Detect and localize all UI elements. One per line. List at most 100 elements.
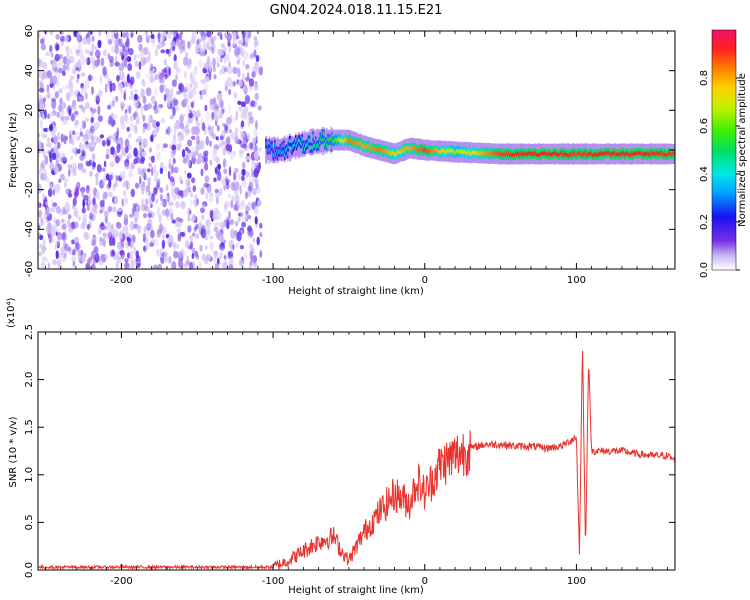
signal-core-cell [327, 138, 330, 143]
noise-cell [150, 95, 156, 104]
noise-cell [224, 86, 228, 92]
noise-cell [237, 67, 241, 78]
noise-cell [208, 197, 214, 203]
noise-cell [99, 199, 104, 208]
signal-core-cell [371, 145, 374, 150]
noise-cell [129, 76, 135, 85]
noise-cell [38, 139, 42, 150]
noise-cell [208, 61, 212, 71]
signal-core-cell [281, 144, 283, 149]
noise-cell [49, 31, 54, 36]
noise-cell [249, 116, 254, 124]
noise-cell [254, 150, 260, 161]
signal-core-cell [605, 150, 607, 155]
noise-cell [127, 252, 131, 259]
noise-cell [84, 92, 88, 100]
signal-core-cell [609, 152, 612, 157]
noise-cell [216, 124, 220, 132]
noise-cell [129, 96, 134, 101]
noise-cell [58, 103, 63, 112]
noise-cell [112, 119, 116, 126]
noise-cell [130, 188, 135, 198]
noise-cell [249, 250, 254, 260]
y-tick-label: -40 [24, 221, 35, 237]
signal-core-cell [606, 151, 608, 156]
noise-cell [84, 101, 90, 109]
noise-cell [233, 151, 236, 156]
noise-cell [222, 158, 227, 168]
signal-core-cell [265, 142, 268, 146]
noise-cell [40, 72, 45, 81]
noise-cell [221, 177, 227, 186]
noise-cell [181, 46, 186, 53]
noise-cell [165, 208, 170, 218]
noise-cell [149, 241, 155, 247]
signal-core-cell [645, 151, 647, 156]
signal-core-cell [306, 141, 309, 146]
noise-cell [55, 206, 61, 214]
noise-cell [193, 127, 199, 136]
signal-core-cell [355, 142, 357, 146]
noise-cell [51, 230, 55, 238]
noise-cell [124, 109, 128, 114]
noise-cell [183, 87, 187, 93]
signal-core-cell [631, 153, 634, 158]
signal-core-cell [629, 152, 631, 157]
noise-cell [244, 33, 250, 43]
noise-cell [105, 34, 111, 42]
noise-cell [118, 63, 125, 72]
noise-cell [241, 161, 246, 169]
noise-cell [247, 115, 252, 121]
noise-cell [155, 143, 161, 151]
noise-cell [192, 232, 196, 237]
noise-cell [52, 259, 58, 266]
noise-cell [134, 218, 138, 223]
snr-frame [37, 331, 676, 571]
noise-cell [66, 204, 71, 214]
signal-core-cell [410, 146, 413, 151]
noise-cell [159, 167, 164, 175]
noise-cell [245, 205, 250, 213]
signal-core-cell [646, 152, 648, 157]
signal-core-cell [670, 152, 673, 157]
noise-cell [40, 43, 46, 51]
noise-cell [94, 207, 98, 216]
signal-core-cell [316, 144, 318, 149]
signal-core-cell [346, 139, 349, 144]
noise-cell [71, 221, 76, 227]
signal-core-cell [291, 148, 293, 153]
noise-cell [155, 198, 159, 205]
noise-cell [73, 89, 79, 98]
noise-cell [247, 121, 251, 128]
signal-core-cell [468, 152, 471, 157]
noise-cell [255, 120, 258, 130]
noise-cell [54, 66, 58, 73]
noise-cell [226, 136, 231, 146]
noise-cell [225, 216, 230, 224]
noise-cell [236, 139, 242, 145]
signal-core-cell [352, 140, 354, 145]
signal-core-cell [528, 150, 530, 155]
noise-cell [160, 76, 166, 84]
noise-cell [137, 135, 143, 144]
noise-cell [38, 251, 43, 257]
noise-cell [187, 207, 191, 218]
noise-cell [154, 49, 159, 57]
noise-cell [131, 261, 136, 267]
noise-cell [238, 106, 243, 112]
noise-cell [85, 56, 89, 64]
noise-cell [124, 261, 130, 269]
noise-cell [222, 129, 226, 139]
signal-core-cell [555, 151, 557, 156]
noise-cell [204, 162, 209, 171]
noise-cell [153, 173, 158, 183]
noise-cell [220, 48, 225, 56]
noise-cell [126, 126, 130, 132]
noise-cell [247, 111, 253, 117]
y-tick-label: 0.5 [24, 514, 35, 530]
noise-cell [113, 195, 119, 205]
signal-core-cell [422, 148, 424, 153]
signal-core-cell [466, 151, 468, 156]
signal-core-cell [381, 148, 384, 153]
signal-core-cell [329, 137, 332, 142]
